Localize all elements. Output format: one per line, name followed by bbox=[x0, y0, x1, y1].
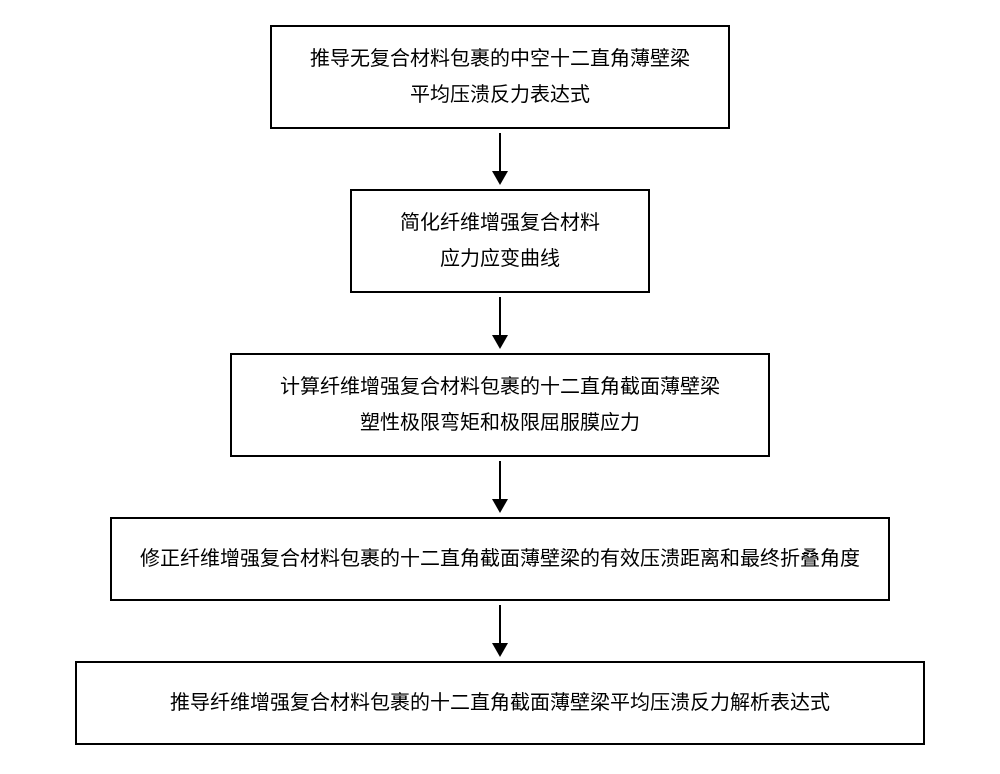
node-text-line1: 简化纤维增强复合材料 bbox=[372, 205, 628, 241]
arrow-line bbox=[499, 605, 501, 643]
arrow-head-icon bbox=[492, 171, 508, 185]
flowchart-arrow bbox=[492, 129, 508, 189]
flowchart-arrow bbox=[492, 293, 508, 353]
node-text-line1: 修正纤维增强复合材料包裹的十二直角截面薄壁梁的有效压溃距离和最终折叠角度 bbox=[132, 541, 868, 577]
node-text-line2: 平均压溃反力表达式 bbox=[292, 77, 708, 113]
arrow-line bbox=[499, 297, 501, 335]
flowchart-container: 推导无复合材料包裹的中空十二直角薄壁梁 平均压溃反力表达式 简化纤维增强复合材料… bbox=[0, 25, 1000, 745]
arrow-head-icon bbox=[492, 335, 508, 349]
arrow-head-icon bbox=[492, 643, 508, 657]
flowchart-arrow bbox=[492, 601, 508, 661]
node-text-line1: 推导纤维增强复合材料包裹的十二直角截面薄壁梁平均压溃反力解析表达式 bbox=[97, 685, 903, 721]
arrow-line bbox=[499, 133, 501, 171]
flowchart-node-step4: 修正纤维增强复合材料包裹的十二直角截面薄壁梁的有效压溃距离和最终折叠角度 bbox=[110, 517, 890, 601]
flowchart-node-step2: 简化纤维增强复合材料 应力应变曲线 bbox=[350, 189, 650, 293]
node-text-line2: 应力应变曲线 bbox=[372, 241, 628, 277]
flowchart-node-step5: 推导纤维增强复合材料包裹的十二直角截面薄壁梁平均压溃反力解析表达式 bbox=[75, 661, 925, 745]
flowchart-node-step3: 计算纤维增强复合材料包裹的十二直角截面薄壁梁 塑性极限弯矩和极限屈服膜应力 bbox=[230, 353, 770, 457]
arrow-line bbox=[499, 461, 501, 499]
node-text-line1: 推导无复合材料包裹的中空十二直角薄壁梁 bbox=[292, 41, 708, 77]
node-text-line1: 计算纤维增强复合材料包裹的十二直角截面薄壁梁 bbox=[252, 369, 748, 405]
node-text-line2: 塑性极限弯矩和极限屈服膜应力 bbox=[252, 405, 748, 441]
flowchart-node-step1: 推导无复合材料包裹的中空十二直角薄壁梁 平均压溃反力表达式 bbox=[270, 25, 730, 129]
flowchart-arrow bbox=[492, 457, 508, 517]
arrow-head-icon bbox=[492, 499, 508, 513]
